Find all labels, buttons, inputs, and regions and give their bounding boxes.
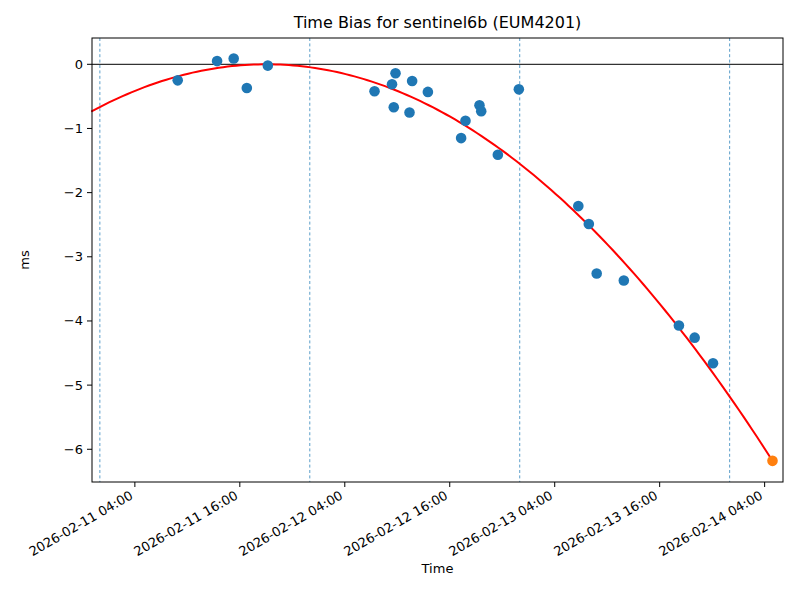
matplotlib-figure: 2026-02-11 04:002026-02-11 16:002026-02-… [0, 0, 800, 600]
y-tick-label: −1 [64, 121, 83, 136]
data-point [369, 86, 380, 97]
data-point [390, 68, 401, 79]
y-tick-label: −4 [64, 313, 83, 328]
y-tick-label: −3 [64, 249, 83, 264]
data-point [584, 219, 595, 230]
data-point [212, 56, 223, 67]
x-tick-label: 2026-02-13 16:00 [551, 488, 660, 560]
y-axis-label: ms [17, 250, 32, 269]
data-point [460, 115, 471, 126]
x-tick-label: 2026-02-13 04:00 [446, 488, 555, 560]
chart-title: Time Bias for sentinel6b (EUM4201) [92, 13, 783, 32]
data-point [591, 268, 602, 279]
fit-curve [92, 64, 773, 461]
data-point [228, 53, 239, 64]
x-tick-label: 2026-02-12 16:00 [341, 488, 450, 560]
data-point [263, 60, 274, 71]
data-point [573, 201, 584, 212]
data-point [674, 320, 685, 331]
chart-canvas: 2026-02-11 04:002026-02-11 16:002026-02-… [0, 0, 800, 600]
data-point [407, 76, 418, 87]
data-point [404, 107, 415, 118]
y-tick-label: −5 [64, 378, 83, 393]
data-point [423, 87, 434, 98]
data-point [476, 106, 487, 117]
data-point [708, 358, 719, 369]
latest-data-point [767, 456, 778, 467]
x-tick-label: 2026-02-12 04:00 [236, 488, 345, 560]
y-tick-label: −6 [64, 442, 83, 457]
y-tick-label: −2 [64, 185, 83, 200]
x-tick-label: 2026-02-14 04:00 [656, 488, 765, 560]
data-point [388, 102, 399, 113]
x-tick-label: 2026-02-11 04:00 [26, 488, 135, 560]
x-tick-label: 2026-02-11 16:00 [131, 488, 240, 560]
data-point [172, 75, 183, 86]
data-point [514, 84, 525, 95]
x-axis-label: Time [92, 561, 783, 576]
data-point [493, 149, 504, 160]
y-tick-label: 0 [75, 57, 83, 72]
data-point [619, 275, 630, 286]
data-point [387, 79, 398, 90]
data-point [456, 133, 467, 144]
data-point [689, 332, 700, 343]
data-point [242, 83, 253, 94]
plot-border [92, 38, 783, 482]
